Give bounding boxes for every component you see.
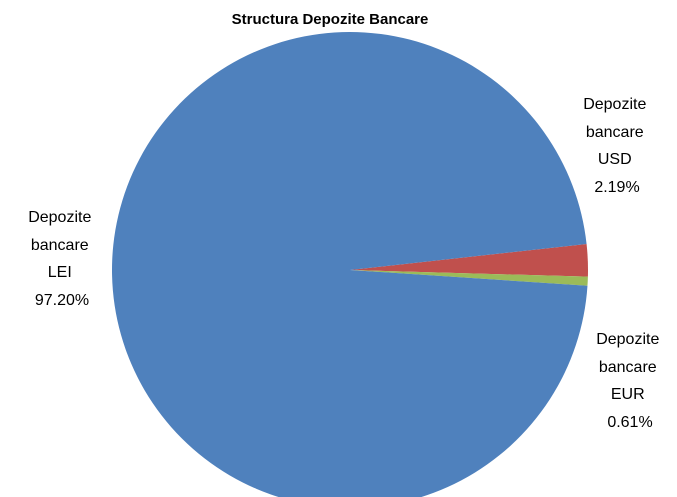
label-eur-line2: bancare: [599, 359, 657, 376]
chart-title: Structura Depozite Bancare: [232, 11, 429, 28]
pie-slice-lei: [112, 32, 588, 497]
slice-label-lei: Depozite bancare LEI 97.20%: [28, 209, 96, 309]
label-eur-value: 0.61%: [607, 414, 652, 431]
label-usd-value: 2.19%: [594, 179, 639, 196]
pie-slices: [112, 32, 589, 497]
label-usd-line2: bancare: [586, 124, 644, 141]
label-usd-line1: Depozite: [583, 96, 646, 113]
label-lei-line2: bancare: [31, 237, 89, 254]
slice-labels: Depozite bancare LEI 97.20% Depozite ban…: [28, 96, 664, 431]
pie-slice-usd: [350, 243, 589, 277]
slice-label-eur: Depozite bancare EUR 0.61%: [596, 331, 664, 431]
label-usd-line3: USD: [598, 151, 632, 168]
label-eur-line1: Depozite: [596, 331, 659, 348]
label-lei-line1: Depozite: [28, 209, 91, 226]
label-eur-line3: EUR: [611, 386, 645, 403]
label-lei-line3: LEI: [48, 264, 72, 281]
slice-label-usd: Depozite bancare USD 2.19%: [583, 96, 651, 196]
pie-slice-eur: [350, 270, 588, 286]
label-lei-value: 97.20%: [35, 292, 89, 309]
